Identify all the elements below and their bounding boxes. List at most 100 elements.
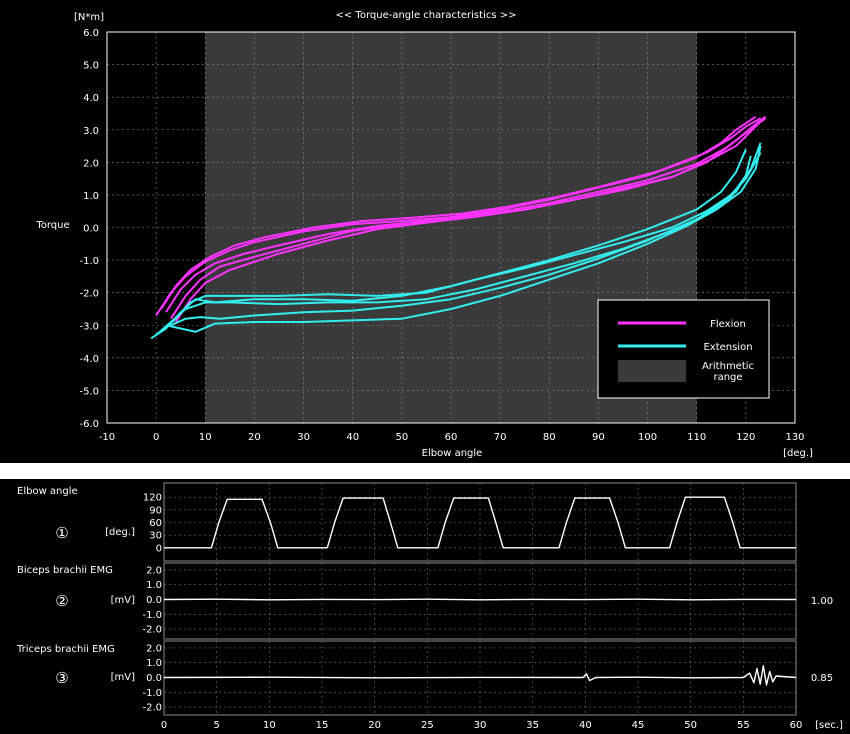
signal-panel: 2.0 1.0 0.0 -1.0 -2.0 Triceps brachii EMG ③ [mV… [16,640,833,716]
x-tick-label: 40 [579,720,592,731]
y-tick-label: 60 [149,518,162,529]
y-tick-label: 30 [149,531,162,542]
x-tick-label: 30 [297,432,310,443]
legend-swatch-arithmetic-range [618,360,686,382]
y-tick-label: 90 [149,505,162,516]
signal-trace [163,598,797,601]
x-tick-label: 50 [684,720,697,731]
series-line-extension [155,155,752,336]
torque-angle-chart: -10 0 10 20 30 40 50 60 70 80 90 100 110 120 130 6.0 5.0… [35,10,813,459]
y-tick-label: 0.0 [83,224,99,235]
panel-frame [163,640,797,716]
y-tick-label: 2.0 [146,643,162,654]
series-line-extension [170,152,762,327]
panel-label: Elbow angle [17,486,78,497]
x-tick-label: 45 [632,720,645,731]
y-tick-label: 1.0 [146,658,162,669]
y-tick-label: 0.0 [146,673,162,684]
series-line-extension [160,142,762,333]
x-tick-label: 0 [153,432,159,443]
x-tick-label: 30 [474,720,487,731]
x-tick-label: -10 [99,432,115,443]
x-axis-unit: [deg.] [783,448,813,459]
x-tick-label: 55 [737,720,750,731]
x-tick-label: 0 [161,720,167,731]
panel-scale-value: 1.00 [811,596,833,607]
plot-frame [106,31,796,424]
y-tick-label: 120 [143,493,162,504]
y-tick-label: 3.0 [83,126,99,137]
chart-title: << Torque-angle characteristics >> [336,10,517,21]
series-line-flexion [160,117,762,310]
x-tick-label: 15 [316,720,329,731]
panel-marker: ② [55,592,68,610]
y-tick-label: -1.0 [142,610,162,621]
series-line-flexion [170,117,767,320]
x-tick-label: 20 [248,432,261,443]
y-tick-label: -6.0 [79,419,99,430]
x-tick-label: 60 [445,432,458,443]
y-tick-label: -4.0 [79,354,99,365]
legend-label-extension: Extension [703,342,752,353]
panel-marker: ① [55,524,68,542]
panel-scale-value: 0.85 [811,673,833,684]
y-tick-label: -5.0 [79,386,99,397]
panel-label: Triceps brachii EMG [16,644,115,655]
y-tick-label: -3.0 [79,321,99,332]
y-axis-unit: [N*m] [74,12,104,23]
y-tick-label: 5.0 [83,61,99,72]
x-axis-unit: [sec.] [815,720,843,731]
y-tick-label: 2.0 [146,565,162,576]
y-tick-label: 6.0 [83,28,99,39]
x-tick-label: 5 [213,720,219,731]
signal-panel: 2.0 1.0 0.0 -1.0 -2.0 Biceps brachii EMG ② [mV]… [17,562,833,640]
x-tick-label: 70 [494,432,507,443]
x-tick-label: 10 [263,720,276,731]
x-tick-label: 90 [592,432,605,443]
x-tick-label: 20 [368,720,381,731]
legend-label-arithmetic-range: range [713,372,742,383]
panel-frame [163,562,797,640]
y-tick-label: 1.0 [146,580,162,591]
y-tick-label: -2.0 [79,289,99,300]
x-tick-label: 10 [199,432,212,443]
legend-label-arithmetic-range: Arithmetic [702,361,754,372]
panel-unit: [mV] [111,595,135,606]
y-tick-label: -2.0 [142,703,162,714]
series-line-extension [165,145,762,333]
x-tick-label: 100 [638,432,657,443]
y-axis-label: Torque [35,220,69,231]
x-axis-label: Elbow angle [422,448,483,459]
series-line-flexion [174,115,767,323]
x-tick-label: 120 [736,432,755,443]
panel-unit: [deg.] [105,527,135,538]
x-tick-label: 80 [543,432,556,443]
x-tick-label: 50 [395,432,408,443]
y-tick-label: 0 [156,543,162,554]
signal-trace [164,496,796,549]
time-series-chart-panel: 120 90 60 30 0 Elbow angle ① [deg.] 2.0 1.0 0.0 -1.… [0,479,850,734]
panel-frame [163,482,797,562]
panel-label: Biceps brachii EMG [17,565,113,576]
x-tick-label: 60 [790,720,803,731]
y-tick-label: 0.0 [146,595,162,606]
legend-label-flexion: Flexion [710,319,746,330]
panel-marker: ③ [55,669,68,687]
x-tick-label: 40 [346,432,359,443]
x-tick-label: 110 [687,432,706,443]
signal-trace [163,665,797,686]
torque-angle-chart-panel: -10 0 10 20 30 40 50 60 70 80 90 100 110 120 130 6.0 5.0… [0,0,850,463]
panel-unit: [mV] [111,672,135,683]
x-tick-label: 35 [526,720,539,731]
y-tick-label: 4.0 [83,93,99,104]
y-tick-label: 2.0 [83,158,99,169]
x-tick-label: 25 [421,720,434,731]
y-tick-label: 1.0 [83,191,99,202]
y-tick-label: -1.0 [142,688,162,699]
y-tick-label: -2.0 [142,625,162,636]
x-tick-label: 130 [785,432,804,443]
y-tick-label: -1.0 [79,256,99,267]
